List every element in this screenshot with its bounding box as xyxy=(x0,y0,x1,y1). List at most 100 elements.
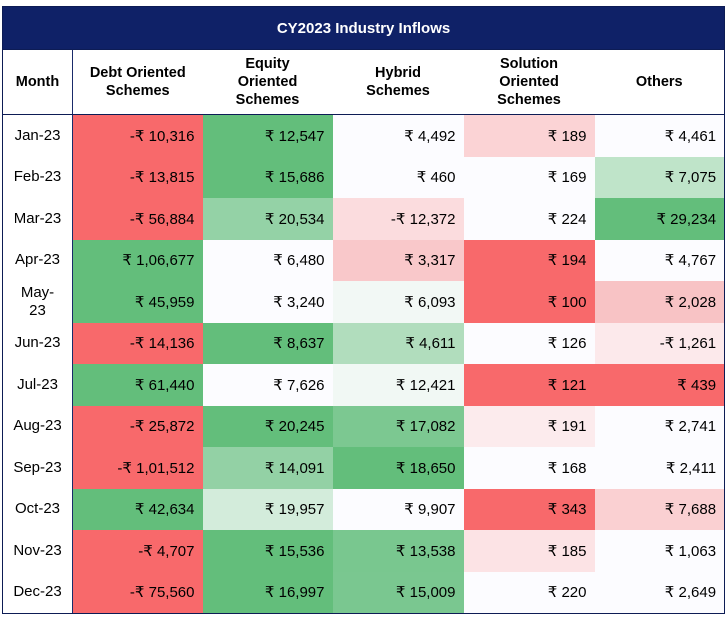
others-value-cell: ₹ 439 xyxy=(594,364,726,406)
debt-value-cell: ₹ 42,634 xyxy=(72,488,203,530)
equity-value-cell: ₹ 20,534 xyxy=(202,198,333,240)
solution-value-cell: ₹ 169 xyxy=(463,156,595,198)
header-hybrid-line: Schemes xyxy=(366,83,430,99)
solution-value-cell: ₹ 224 xyxy=(463,198,595,240)
month-label: Dec-23 xyxy=(13,583,62,601)
month-cell: Mar-23 xyxy=(2,198,73,240)
equity-value-cell: ₹ 8,637 xyxy=(202,322,333,364)
header-equity-line: Oriented xyxy=(237,74,298,90)
hybrid-value-cell: ₹ 460 xyxy=(332,156,464,198)
solution-value-cell: ₹ 189 xyxy=(463,114,595,157)
hybrid-value-cell: ₹ 4,611 xyxy=(332,322,464,364)
solution-value-cell: ₹ 100 xyxy=(463,281,595,323)
debt-value-cell: -₹ 1,01,512 xyxy=(72,447,203,489)
equity-value-cell: ₹ 12,547 xyxy=(202,114,333,157)
others-value-cell: ₹ 2,411 xyxy=(594,447,726,489)
solution-value-cell: ₹ 343 xyxy=(463,488,595,530)
debt-value-cell: -₹ 13,815 xyxy=(72,156,203,198)
header-debt: Debt Oriented Schemes xyxy=(72,49,203,115)
equity-value-cell: ₹ 20,245 xyxy=(202,405,333,447)
month-label: May- xyxy=(20,283,55,301)
month-cell: Apr-23 xyxy=(2,239,73,281)
others-value-cell: ₹ 2,028 xyxy=(594,281,726,323)
header-equity: Equity Oriented Schemes xyxy=(202,49,333,115)
month-cell: Jul-23 xyxy=(2,364,73,406)
equity-value-cell: ₹ 15,686 xyxy=(202,156,333,198)
month-cell: May- 23 xyxy=(2,281,73,323)
others-value-cell: ₹ 2,741 xyxy=(594,405,726,447)
table-row: Feb-23 -₹ 13,815 ₹ 15,686 ₹ 460 ₹ 169 ₹ 7,075 xyxy=(2,156,726,198)
month-cell: Aug-23 xyxy=(2,405,73,447)
header-equity-line: Schemes xyxy=(235,92,300,108)
month-label: Feb-23 xyxy=(13,168,62,186)
month-label: Oct-23 xyxy=(14,500,60,518)
others-value-cell: ₹ 7,688 xyxy=(594,488,726,530)
others-value-cell: ₹ 29,234 xyxy=(594,198,726,240)
month-label: Sep-23 xyxy=(13,458,62,476)
table-row: Jan-23 -₹ 10,316 ₹ 12,547 ₹ 4,492 ₹ 189 ₹ 4,4… xyxy=(2,114,726,157)
solution-value-cell: ₹ 168 xyxy=(463,447,595,489)
header-hybrid-line: Hybrid xyxy=(375,65,421,81)
month-label: Jul-23 xyxy=(17,375,58,393)
table-row: Apr-23 ₹ 1,06,677 ₹ 6,480 ₹ 3,317 ₹ 194 ₹ 4,7… xyxy=(2,239,726,281)
header-solution: Solution Oriented Schemes xyxy=(463,49,595,115)
month-label: Apr-23 xyxy=(14,251,61,269)
month-label: Nov-23 xyxy=(13,541,62,559)
table-row: May- 23 ₹ 45,959 ₹ 3,240 ₹ 6,093 ₹ 100 ₹ 2,028 xyxy=(2,281,726,323)
header-row: Month Debt Oriented Schemes Equity Orien… xyxy=(2,49,726,115)
header-equity-line: Equity xyxy=(245,56,290,72)
header-debt-line: Debt Oriented xyxy=(89,65,186,81)
debt-value-cell: -₹ 25,872 xyxy=(72,405,203,447)
month-cell: Feb-23 xyxy=(2,156,73,198)
debt-value-cell: -₹ 10,316 xyxy=(72,114,203,157)
others-value-cell: ₹ 4,461 xyxy=(594,114,726,157)
equity-value-cell: ₹ 15,536 xyxy=(202,530,333,572)
solution-value-cell: ₹ 185 xyxy=(463,530,595,572)
hybrid-value-cell: ₹ 17,082 xyxy=(332,405,464,447)
header-solution-line: Schemes xyxy=(497,92,561,108)
equity-value-cell: ₹ 3,240 xyxy=(202,281,333,323)
header-solution-line: Oriented xyxy=(499,74,559,90)
solution-value-cell: ₹ 121 xyxy=(463,364,595,406)
equity-value-cell: ₹ 19,957 xyxy=(202,488,333,530)
hybrid-value-cell: ₹ 13,538 xyxy=(332,530,464,572)
equity-value-cell: ₹ 6,480 xyxy=(202,239,333,281)
table-row: Dec-23 -₹ 75,560 ₹ 16,997 ₹ 15,009 ₹ 220 ₹ 2,… xyxy=(2,571,726,614)
debt-value-cell: -₹ 14,136 xyxy=(72,322,203,364)
others-value-cell: ₹ 2,649 xyxy=(594,571,726,614)
hybrid-value-cell: ₹ 18,650 xyxy=(332,447,464,489)
month-cell: Dec-23 xyxy=(2,571,73,614)
header-others: Others xyxy=(594,49,726,115)
month-label: Mar-23 xyxy=(13,209,62,227)
hybrid-value-cell: ₹ 6,093 xyxy=(332,281,464,323)
hybrid-value-cell: ₹ 15,009 xyxy=(332,571,464,614)
solution-value-cell: ₹ 191 xyxy=(463,405,595,447)
solution-value-cell: ₹ 220 xyxy=(463,571,595,614)
month-label: Jun-23 xyxy=(14,334,61,352)
hybrid-value-cell: ₹ 4,492 xyxy=(332,114,464,157)
table-row: Aug-23 -₹ 25,872 ₹ 20,245 ₹ 17,082 ₹ 191 ₹ 2,… xyxy=(2,405,726,447)
debt-value-cell: -₹ 56,884 xyxy=(72,198,203,240)
header-hybrid: Hybrid Schemes xyxy=(332,49,464,115)
month-label: Aug-23 xyxy=(13,417,62,435)
table-body: Jan-23 -₹ 10,316 ₹ 12,547 ₹ 4,492 ₹ 189 ₹ 4,4… xyxy=(2,114,726,614)
inflows-table: CY2023 Industry Inflows Month Debt Orien… xyxy=(1,6,726,614)
solution-value-cell: ₹ 126 xyxy=(463,322,595,364)
hybrid-value-cell: ₹ 9,907 xyxy=(332,488,464,530)
header-debt-line: Schemes xyxy=(105,83,170,99)
inflows-table-frame: CY2023 Industry Inflows Month Debt Orien… xyxy=(1,6,726,614)
table-title: CY2023 Industry Inflows xyxy=(1,6,726,50)
hybrid-value-cell: -₹ 12,372 xyxy=(332,198,464,240)
month-cell: Sep-23 xyxy=(2,447,73,489)
table-row: Jul-23 ₹ 61,440 ₹ 7,626 ₹ 12,421 ₹ 121 ₹ 439 xyxy=(2,364,726,406)
month-cell: Nov-23 xyxy=(2,530,73,572)
month-cell: Jun-23 xyxy=(2,322,73,364)
month-cell: Oct-23 xyxy=(2,488,73,530)
equity-value-cell: ₹ 14,091 xyxy=(202,447,333,489)
table-row: Jun-23 -₹ 14,136 ₹ 8,637 ₹ 4,611 ₹ 126 -₹ 1,2… xyxy=(2,322,726,364)
hybrid-value-cell: ₹ 12,421 xyxy=(332,364,464,406)
month-cell: Jan-23 xyxy=(2,114,73,157)
debt-value-cell: -₹ 4,707 xyxy=(72,530,203,572)
debt-value-cell: -₹ 75,560 xyxy=(72,571,203,614)
header-month: Month xyxy=(2,49,73,115)
